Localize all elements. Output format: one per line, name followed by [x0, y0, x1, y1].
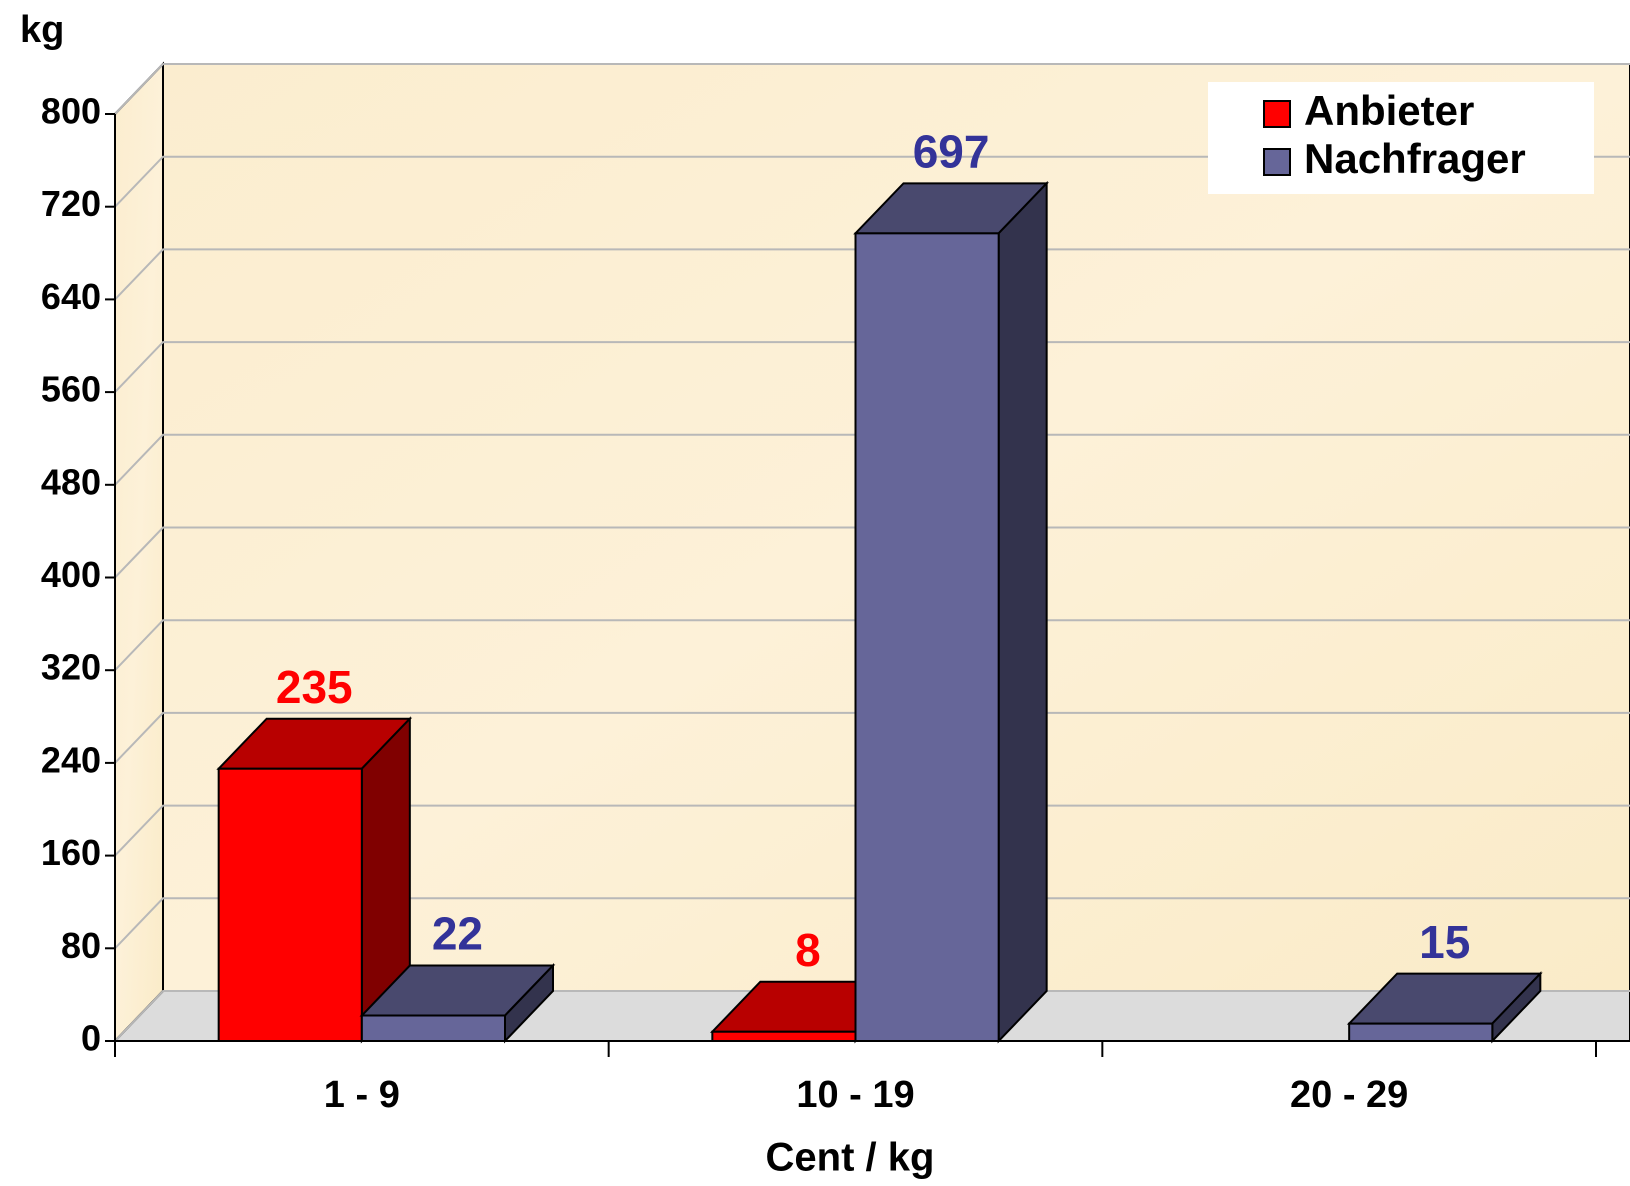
grid-line	[114, 526, 1630, 579]
y-tick-label: 80	[61, 925, 101, 966]
grid-line	[114, 63, 1630, 115]
legend-swatch	[1263, 148, 1291, 176]
value-label: 235	[276, 661, 353, 713]
y-axis-label: kg	[20, 9, 64, 51]
x-tick-label: 20 - 29	[1290, 1074, 1408, 1116]
y-tick-label: 480	[41, 461, 101, 502]
legend-label: Anbieter	[1304, 87, 1474, 134]
value-label: 22	[432, 908, 483, 960]
x-tick-label: 10 - 19	[796, 1074, 914, 1116]
value-label: 697	[913, 126, 990, 178]
grid-line	[114, 341, 1630, 393]
grid-line	[114, 619, 1630, 671]
y-tick-label: 0	[81, 1018, 101, 1059]
x-tick-label: 1 - 9	[324, 1074, 400, 1116]
y-tick-label: 560	[41, 369, 101, 410]
bar	[1348, 1022, 1494, 1043]
y-tick-label: 720	[41, 183, 101, 224]
bar	[360, 1014, 506, 1043]
y-tick-label: 320	[41, 647, 101, 688]
bar-side	[997, 180, 1048, 1044]
y-tick-label: 640	[41, 276, 101, 317]
grid-line	[114, 897, 1630, 949]
grid-line	[114, 433, 1630, 486]
grid-line	[114, 248, 1630, 301]
grid-line	[114, 711, 1630, 764]
grid-line	[114, 990, 1630, 1042]
y-tick-label: 400	[41, 554, 101, 595]
grid-line	[114, 155, 1630, 208]
value-label: 8	[795, 924, 821, 976]
bar	[711, 1030, 857, 1042]
y-tick-label: 800	[41, 91, 101, 132]
y-tick-label: 240	[41, 739, 101, 780]
x-axis-label: Cent / kg	[766, 1136, 935, 1180]
legend-swatch	[1263, 100, 1291, 128]
bar	[854, 232, 1000, 1042]
grid-line	[114, 804, 1630, 857]
bar	[217, 767, 363, 1042]
legend-label: Nachfrager	[1304, 135, 1526, 182]
y-tick-label: 160	[41, 832, 101, 873]
value-label: 15	[1419, 916, 1470, 968]
